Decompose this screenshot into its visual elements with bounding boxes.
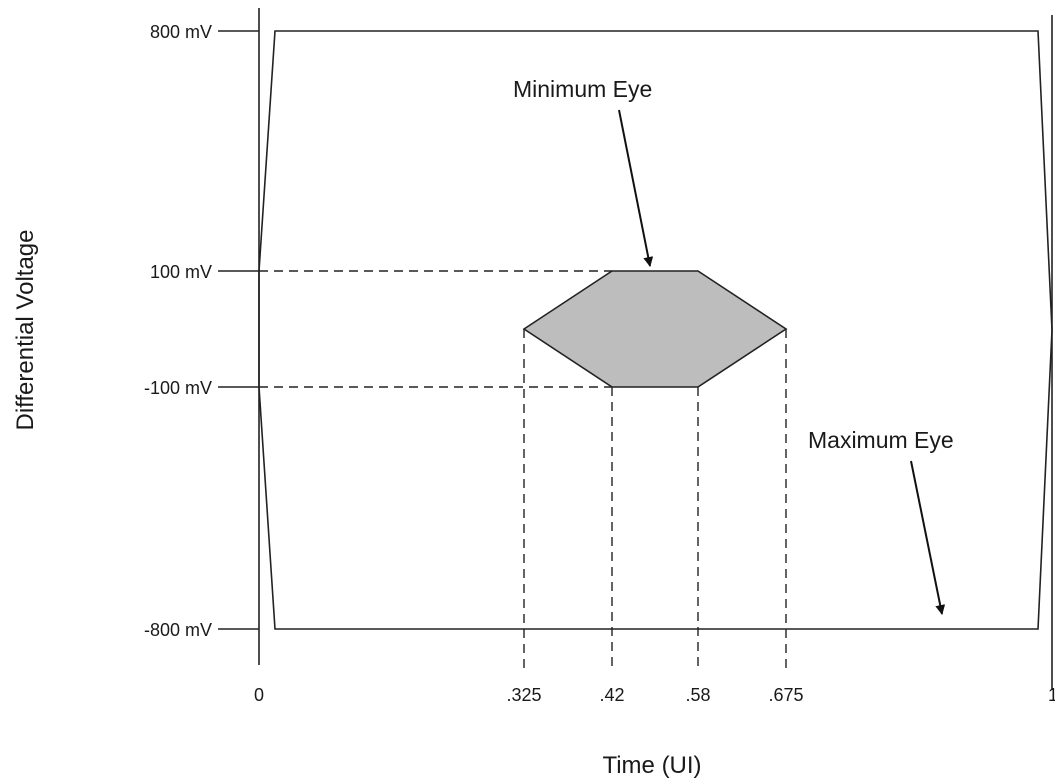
y-axis-label: Differential Voltage (12, 229, 39, 430)
minimum-eye-arrow (618, 109, 654, 267)
x-tick-label-1: 1 (1048, 685, 1055, 705)
maximum-eye-arrow (910, 460, 946, 615)
x-axis-label: Time (UI) (602, 752, 701, 779)
y-tick-label-minus800mv: -800 mV (144, 620, 212, 640)
minimum-eye-label: Minimum Eye (513, 76, 652, 102)
x-tick-label-058: .58 (685, 685, 710, 705)
y-tick-label-minus100mv: -100 mV (144, 378, 212, 398)
minimum-eye-shape (522, 270, 788, 388)
y-tick-label-100mv: 100 mV (150, 262, 212, 282)
x-tick-label-0675: .675 (768, 685, 803, 705)
x-tick-label-042: .42 (599, 685, 624, 705)
x-tick-label-0: 0 (254, 685, 264, 705)
maximum-eye-outline (258, 30, 1053, 630)
y-tick-label-800mv: 800 mV (150, 22, 212, 42)
x-tick-label-0325: .325 (506, 685, 541, 705)
maximum-eye-label: Maximum Eye (808, 427, 954, 453)
